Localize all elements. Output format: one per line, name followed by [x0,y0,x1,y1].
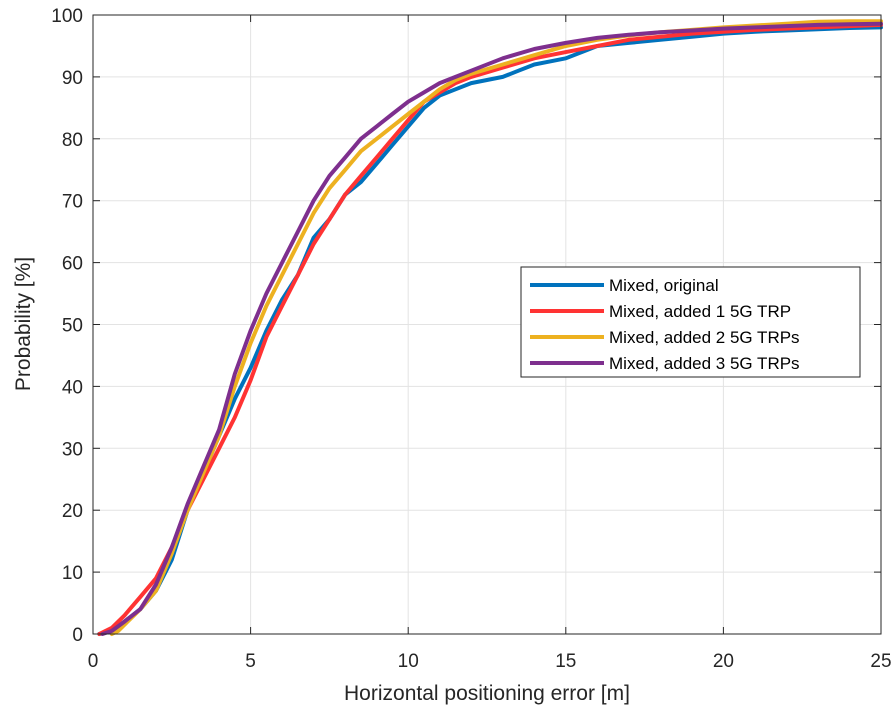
x-tick-label: 20 [713,651,734,672]
legend-label-1: Mixed, original [609,276,719,295]
legend-label-2: Mixed, added 1 5G TRP [609,302,791,321]
y-tick-label: 20 [62,501,83,522]
series-line-4 [100,21,883,636]
x-tick-labels: 0 5 10 15 20 25 [88,651,892,672]
x-tick-label: 0 [88,651,99,672]
y-axis-label: Probability [%] [12,257,35,391]
legend-label-4: Mixed, added 3 5G TRPs [609,354,800,373]
tick-marks [92,14,882,635]
y-tick-label: 10 [62,563,83,584]
y-tick-label: 90 [62,68,83,89]
y-tick-label: 0 [72,625,83,646]
x-tick-label: 10 [398,651,419,672]
x-tick-label: 15 [555,651,576,672]
y-tick-label: 60 [62,254,83,275]
y-tick-label: 30 [62,439,83,460]
x-tick-label: 5 [245,651,256,672]
x-axis-label: Horizontal positioning error [m] [344,682,630,705]
y-tick-label: 100 [51,6,83,27]
y-tick-label: 50 [62,316,83,337]
y-tick-label: 70 [62,192,83,213]
legend: Mixed, original Mixed, added 1 5G TRP Mixe… [520,266,861,378]
y-tick-label: 80 [62,130,83,151]
series-lines [97,19,883,636]
y-tick-label: 40 [62,377,83,398]
x-tick-label: 25 [870,651,891,672]
y-tick-labels: 0 10 20 30 40 50 60 70 80 90 100 [51,6,83,646]
legend-label-3: Mixed, added 2 5G TRPs [609,328,800,347]
